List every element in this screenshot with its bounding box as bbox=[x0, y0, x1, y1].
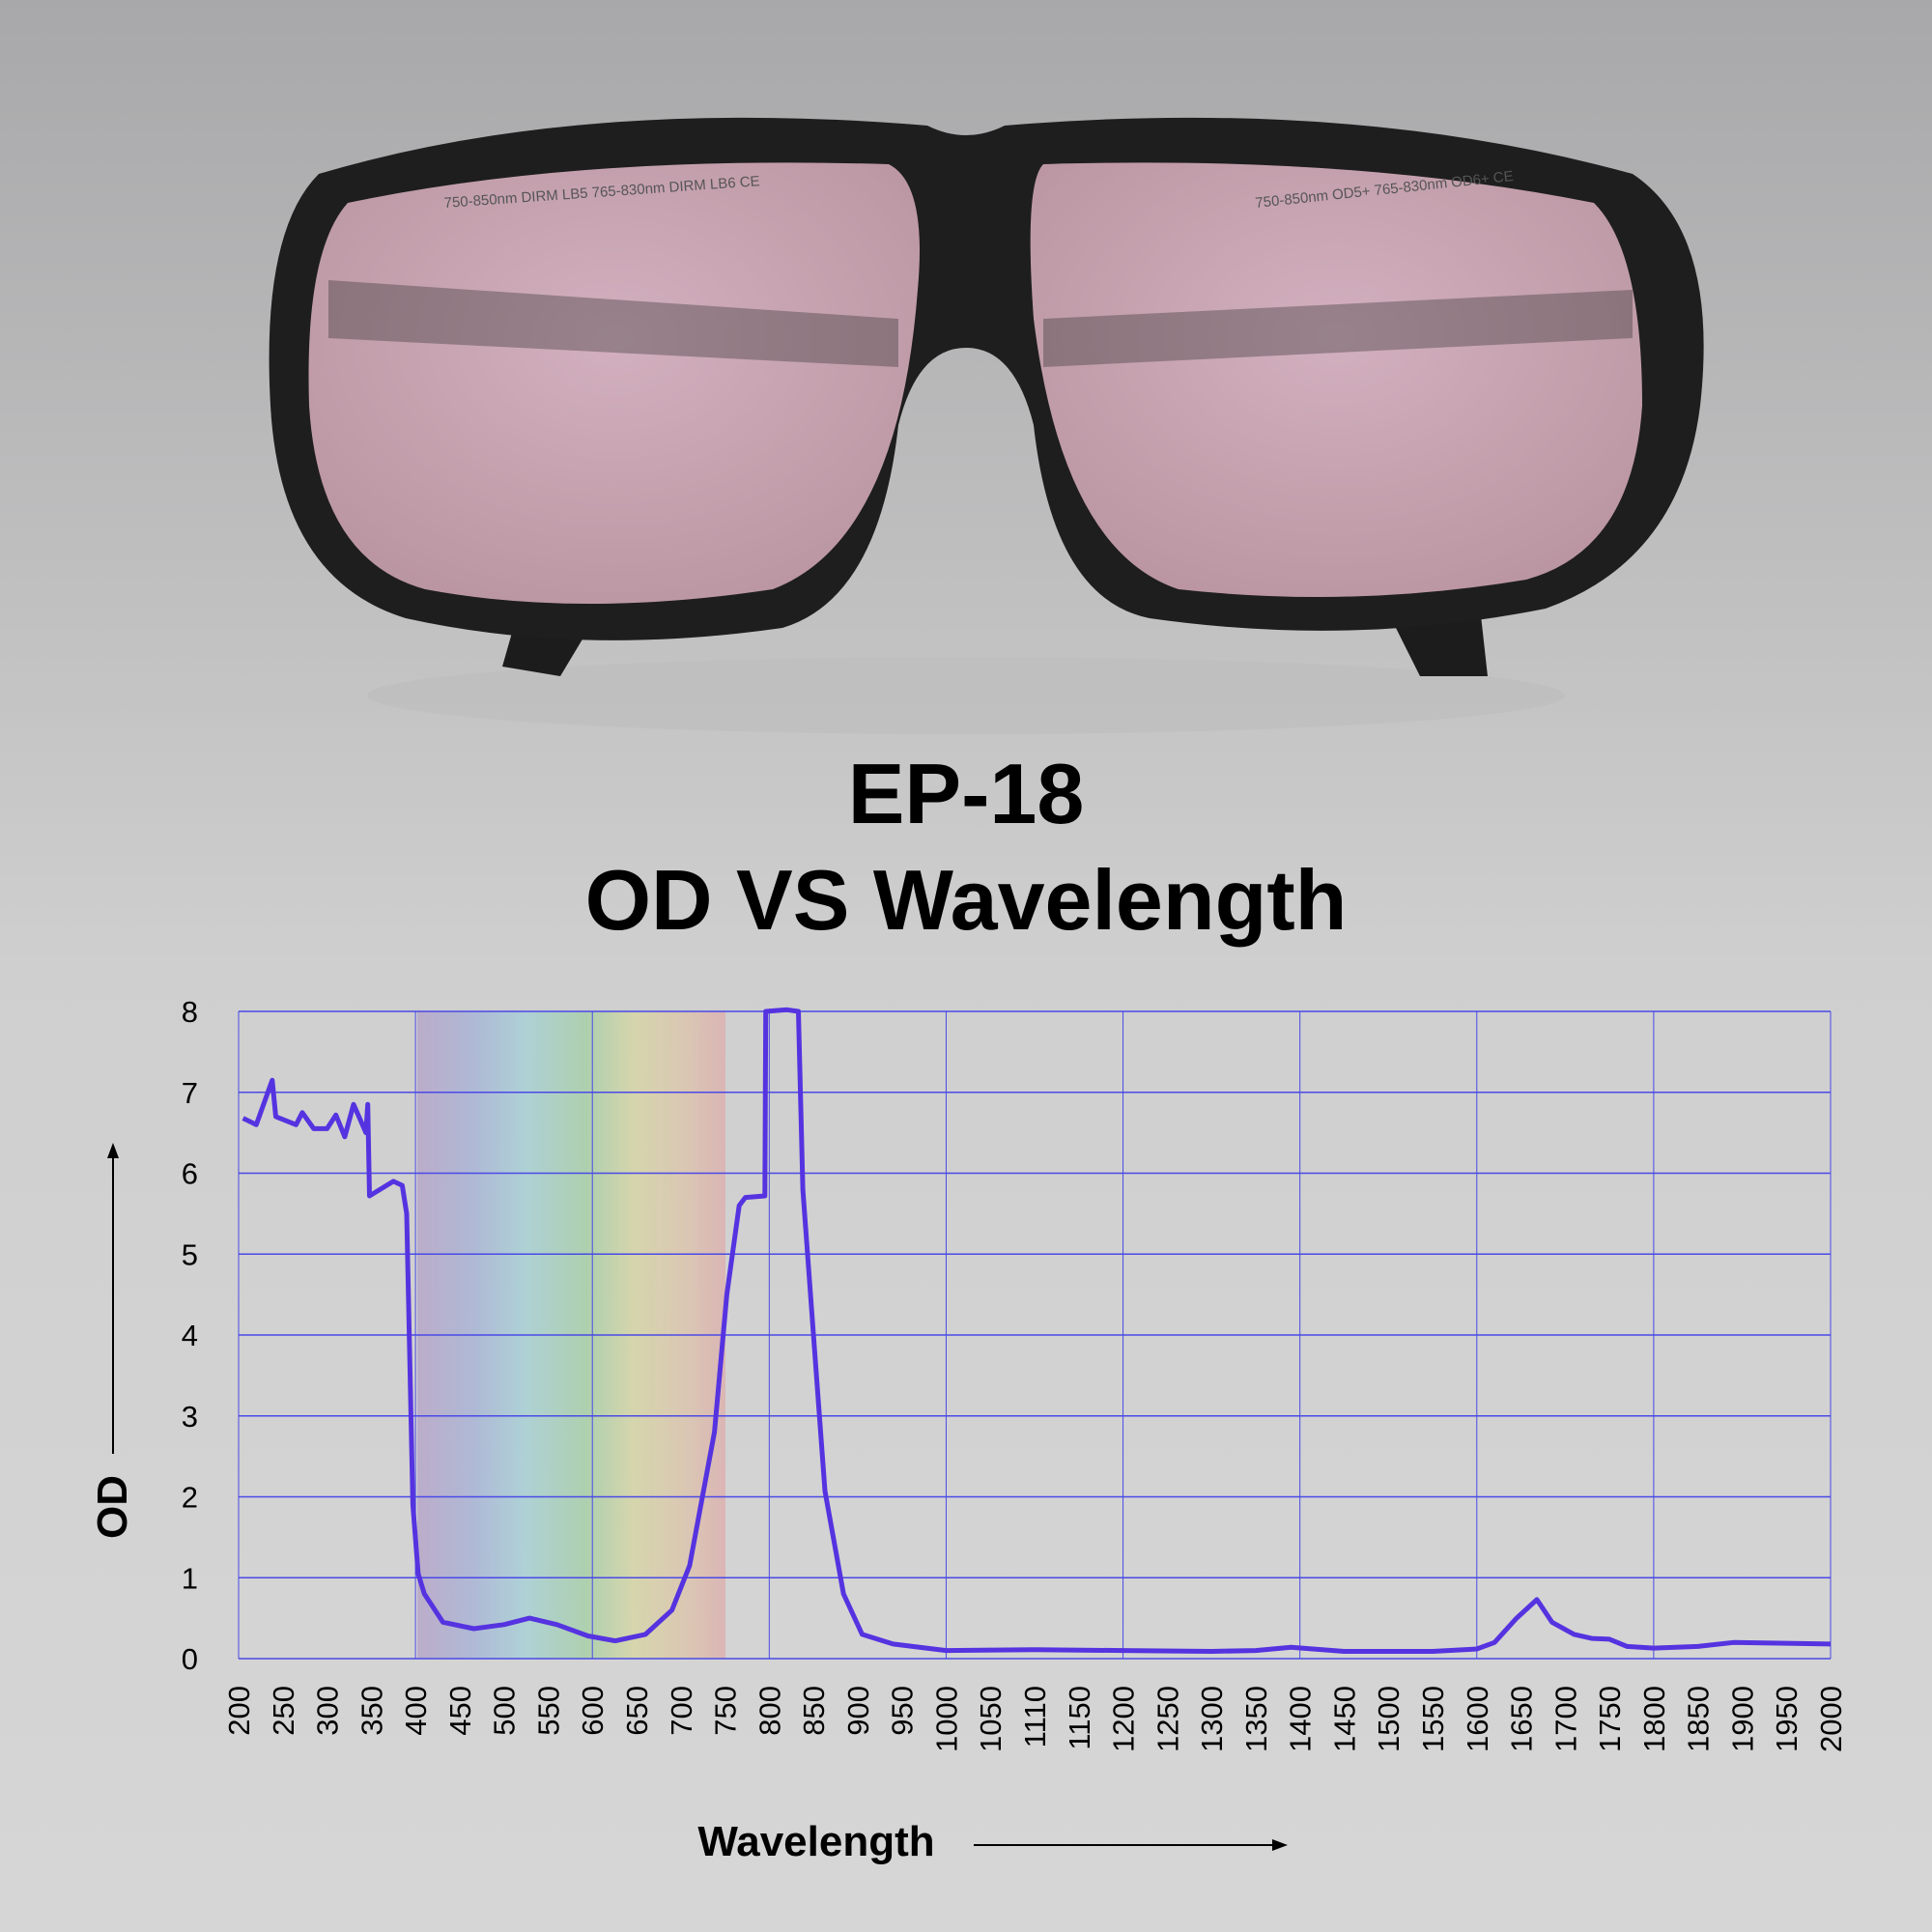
data-line bbox=[242, 1007, 1832, 1654]
x-tick-label: 1000 bbox=[929, 1686, 963, 1752]
x-tick-label: 950 bbox=[886, 1686, 920, 1736]
x-tick-label: 1600 bbox=[1461, 1686, 1494, 1752]
y-tick-label: 6 bbox=[182, 1157, 198, 1191]
x-tick-label: 800 bbox=[753, 1686, 786, 1736]
x-axis-arrow-head bbox=[1272, 1839, 1288, 1851]
x-tick-label: 2000 bbox=[1814, 1686, 1848, 1752]
x-tick-label: 1700 bbox=[1548, 1686, 1582, 1752]
x-tick-label: 200 bbox=[222, 1686, 256, 1736]
y-tick-label: 0 bbox=[182, 1642, 198, 1676]
x-tick-label: 650 bbox=[620, 1686, 654, 1736]
x-tick-label: 1800 bbox=[1637, 1686, 1671, 1752]
x-tick-label: 550 bbox=[531, 1686, 565, 1736]
x-tick-label: 700 bbox=[665, 1686, 698, 1736]
chart-subtitle: OD VS Wavelength bbox=[585, 852, 1348, 948]
x-tick-label: 400 bbox=[399, 1686, 433, 1736]
glasses: 750-850nm DIRM LB5 765-830nm DIRM LB6 CE… bbox=[269, 117, 1704, 734]
y-tick-label: 3 bbox=[182, 1400, 198, 1434]
y-tick-label: 7 bbox=[182, 1076, 198, 1110]
x-tick-label: 300 bbox=[311, 1686, 345, 1736]
chart-title: EP-18 bbox=[848, 746, 1085, 841]
x-tick-label: 1150 bbox=[1063, 1686, 1096, 1750]
y-axis-arrow-head bbox=[107, 1143, 119, 1158]
x-tick-label: 850 bbox=[797, 1686, 831, 1736]
x-tick-label: 1400 bbox=[1284, 1686, 1318, 1752]
y-tick-label: 8 bbox=[182, 995, 198, 1029]
x-tick-label: 1200 bbox=[1107, 1686, 1141, 1752]
x-tick-label: 1110 bbox=[1018, 1686, 1052, 1747]
x-tick-label: 450 bbox=[443, 1686, 477, 1736]
x-tick-label: 900 bbox=[841, 1686, 875, 1736]
x-tick-label: 1950 bbox=[1770, 1686, 1804, 1752]
x-tick-label: 1850 bbox=[1682, 1686, 1716, 1752]
x-axis-label: Wavelength bbox=[697, 1818, 934, 1865]
x-tick-label: 1650 bbox=[1505, 1686, 1539, 1752]
x-tick-label: 250 bbox=[267, 1686, 300, 1736]
x-tick-label: 1550 bbox=[1416, 1686, 1450, 1752]
x-tick-label: 1300 bbox=[1195, 1686, 1229, 1752]
x-tick-label: 1900 bbox=[1725, 1686, 1759, 1752]
x-tick-label: 1250 bbox=[1151, 1686, 1184, 1752]
x-tick-label: 1450 bbox=[1327, 1686, 1361, 1752]
x-tick-label: 750 bbox=[709, 1686, 743, 1736]
x-tick-label: 600 bbox=[576, 1686, 610, 1736]
x-tick-label: 350 bbox=[355, 1686, 388, 1736]
x-tick-label: 1350 bbox=[1239, 1686, 1273, 1752]
y-axis-label: OD bbox=[89, 1475, 136, 1539]
y-tick-label: 5 bbox=[182, 1237, 198, 1271]
x-tick-label: 1050 bbox=[974, 1686, 1008, 1752]
y-tick-label: 2 bbox=[182, 1481, 198, 1515]
x-tick-label: 1750 bbox=[1593, 1686, 1627, 1752]
y-tick-label: 4 bbox=[182, 1319, 198, 1352]
y-tick-label: 1 bbox=[182, 1561, 198, 1595]
x-tick-label: 500 bbox=[488, 1686, 522, 1736]
x-tick-label: 1500 bbox=[1372, 1686, 1406, 1752]
